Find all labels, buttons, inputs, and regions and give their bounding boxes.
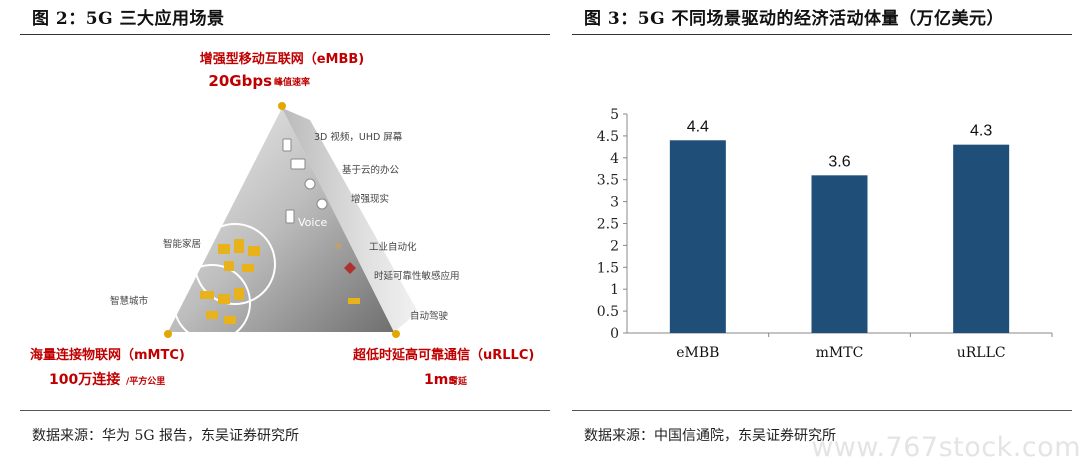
device-icon: [218, 294, 230, 304]
smart-home-circle: [194, 223, 276, 305]
data-label: 4.4: [687, 118, 709, 135]
vertex-top: [278, 102, 286, 110]
right-icons: [282, 138, 360, 304]
sensor-icon: [344, 262, 356, 274]
app-label-3d-video: 3D 视频，UHD 屏幕: [314, 131, 403, 143]
pyramid-shape: [168, 108, 394, 332]
smart-city-circle: [173, 264, 251, 342]
iot-icons: [200, 239, 260, 324]
app-label-industrial: 工业自动化: [369, 241, 417, 253]
app-label-smart-city: 智慧城市: [110, 295, 149, 307]
bar-chart: 0 0.5 1 1.5 2 2.5 3 3.5 4 4.5 5 4.4 eMBB 3.6 mMTC 4.3 uR…: [597, 107, 1053, 361]
y-tick-label: 5: [610, 107, 619, 123]
pyramid-diagram: 增强型移动互联网（eMBB) 20Gbps 峰值速率 海量连接物联网（mMTC)…: [30, 51, 534, 388]
title-rule-right: [572, 34, 1072, 35]
mmtc-suffix: /平方公里: [126, 375, 165, 387]
urllc-value: 1ms: [424, 372, 457, 388]
y-tick-label: 0.5: [597, 304, 619, 320]
phone-icon: [282, 138, 292, 152]
device-icon: [234, 239, 244, 253]
mmtc-label: 海量连接物联网（mMTC): [30, 347, 185, 363]
source-rule-right: [572, 410, 1072, 411]
y-tick-label: 3.5: [597, 173, 619, 189]
app-label-ar: 增强现实: [351, 193, 389, 205]
bar-eMBB: [669, 140, 726, 333]
device-icon: [206, 311, 218, 319]
app-label-cloud-office: 基于云的办公: [342, 164, 400, 176]
x-tick-label: mMTC: [816, 345, 864, 361]
tv-icon: [290, 158, 306, 170]
y-tick-label: 4.5: [597, 129, 619, 145]
data-label: 4.3: [970, 123, 992, 140]
urllc-label: 超低时延高可靠通信（uRLLC): [353, 347, 534, 363]
watermark: www.767stock.com: [811, 432, 1081, 463]
app-label-voice: Voice: [298, 216, 328, 229]
y-tick-label: 4: [610, 151, 619, 167]
app-label-autodrive: 自动驾驶: [410, 310, 449, 322]
figure-3-title: 图 3：5G 不同场景驱动的经济活动体量（万亿美元）: [584, 9, 1005, 29]
device-icon: [234, 288, 244, 300]
y-tick-label: 2.5: [597, 217, 619, 233]
mmtc-value: 100万连接: [49, 371, 120, 388]
title-rule-left: [20, 34, 550, 35]
y-tick-label: 2: [610, 238, 619, 254]
device-icon: [242, 264, 254, 272]
robot-arm-icon: [335, 243, 341, 249]
embb-label: 增强型移动互联网（eMBB): [200, 51, 365, 67]
data-label: 3.6: [828, 153, 850, 170]
vertex-left: [164, 330, 172, 338]
car-icon: [200, 291, 214, 299]
figure-2-source: 数据来源：华为 5G 报告，东吴证券研究所: [32, 428, 299, 444]
y-tick-label: 3: [610, 195, 619, 211]
globe-icon: [316, 198, 328, 210]
y-tick-label: 1.5: [597, 260, 619, 276]
phone-icon: [285, 209, 295, 224]
figure-2-title: 图 2：5G 三大应用场景: [32, 9, 225, 29]
device-icon: [248, 246, 260, 256]
device-icon: [224, 316, 236, 324]
bar-mMTC: [811, 175, 868, 333]
app-label-smart-home: 智能家居: [163, 238, 201, 250]
y-tick-label: 1: [610, 282, 619, 298]
embb-value: 20Gbps: [208, 72, 272, 90]
source-rule-left: [20, 410, 550, 411]
x-tick-label: eMBB: [676, 345, 719, 361]
app-label-latency: 时延可靠性敏感应用: [374, 270, 460, 282]
bar-uRLLC: [953, 144, 1010, 333]
embb-suffix: 峰值速率: [274, 76, 310, 88]
device-icon: [224, 261, 234, 271]
gamepad-icon: [304, 178, 316, 190]
figure-3-source: 数据来源：中国信通院，东吴证券研究所: [584, 428, 836, 444]
urllc-suffix: 时延: [449, 375, 468, 387]
device-icon: [218, 244, 230, 254]
pyramid-side: [282, 108, 418, 332]
y-tick-label: 0: [610, 326, 619, 342]
x-tick-label: uRLLC: [957, 345, 1006, 361]
car-icon: [348, 298, 360, 304]
vertex-right: [392, 330, 400, 338]
